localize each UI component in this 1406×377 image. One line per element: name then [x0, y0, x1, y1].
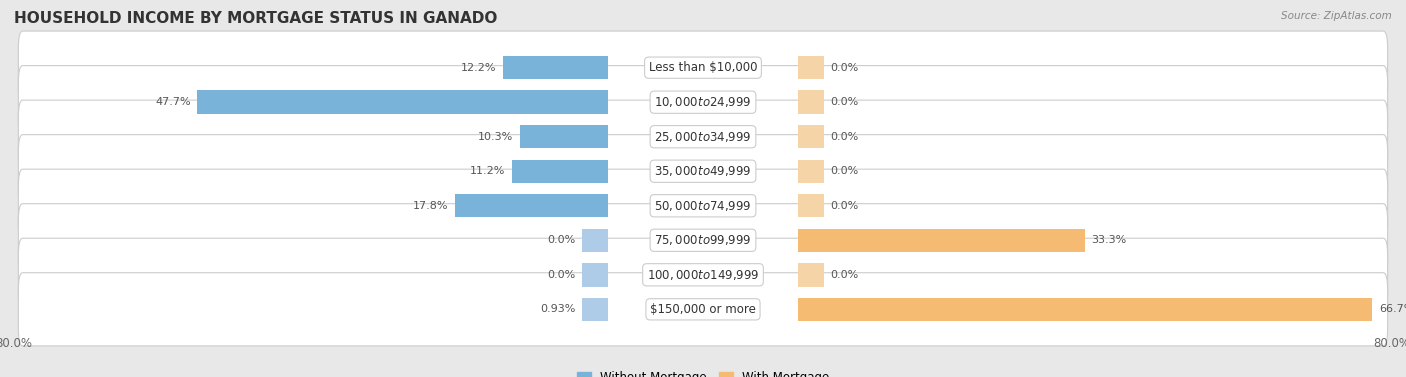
Text: HOUSEHOLD INCOME BY MORTGAGE STATUS IN GANADO: HOUSEHOLD INCOME BY MORTGAGE STATUS IN G…: [14, 11, 498, 26]
Bar: [797, 159, 824, 183]
Text: Source: ZipAtlas.com: Source: ZipAtlas.com: [1281, 11, 1392, 21]
Bar: [797, 228, 1084, 252]
Text: $35,000 to $49,999: $35,000 to $49,999: [654, 164, 752, 178]
Text: $50,000 to $74,999: $50,000 to $74,999: [654, 199, 752, 213]
Text: $10,000 to $24,999: $10,000 to $24,999: [654, 95, 752, 109]
Text: 0.0%: 0.0%: [547, 235, 575, 245]
Bar: [797, 263, 824, 287]
Text: $25,000 to $34,999: $25,000 to $34,999: [654, 130, 752, 144]
Text: 0.0%: 0.0%: [831, 97, 859, 107]
Bar: [520, 125, 609, 149]
FancyBboxPatch shape: [18, 238, 1388, 311]
Text: 66.7%: 66.7%: [1379, 304, 1406, 314]
Bar: [582, 297, 609, 321]
Text: 11.2%: 11.2%: [470, 166, 505, 176]
Bar: [582, 263, 609, 287]
Bar: [582, 228, 609, 252]
Text: 17.8%: 17.8%: [412, 201, 449, 211]
Text: $100,000 to $149,999: $100,000 to $149,999: [647, 268, 759, 282]
FancyBboxPatch shape: [18, 31, 1388, 104]
Bar: [797, 297, 1372, 321]
Text: 0.0%: 0.0%: [831, 63, 859, 73]
Bar: [797, 194, 824, 218]
Text: Less than $10,000: Less than $10,000: [648, 61, 758, 74]
Bar: [512, 159, 609, 183]
FancyBboxPatch shape: [18, 100, 1388, 173]
Text: 12.2%: 12.2%: [461, 63, 496, 73]
Text: 0.0%: 0.0%: [831, 132, 859, 142]
Text: 0.0%: 0.0%: [831, 166, 859, 176]
FancyBboxPatch shape: [18, 169, 1388, 242]
Text: 10.3%: 10.3%: [478, 132, 513, 142]
Text: $75,000 to $99,999: $75,000 to $99,999: [654, 233, 752, 247]
Bar: [797, 125, 824, 149]
FancyBboxPatch shape: [18, 204, 1388, 277]
Text: 47.7%: 47.7%: [155, 97, 191, 107]
Bar: [797, 90, 824, 114]
Text: 0.0%: 0.0%: [831, 270, 859, 280]
Legend: Without Mortgage, With Mortgage: Without Mortgage, With Mortgage: [572, 366, 834, 377]
Text: $150,000 or more: $150,000 or more: [650, 303, 756, 316]
Bar: [797, 56, 824, 80]
FancyBboxPatch shape: [18, 66, 1388, 139]
FancyBboxPatch shape: [18, 273, 1388, 346]
Text: 0.0%: 0.0%: [547, 270, 575, 280]
FancyBboxPatch shape: [18, 135, 1388, 208]
Bar: [197, 90, 609, 114]
Text: 0.93%: 0.93%: [540, 304, 575, 314]
Text: 33.3%: 33.3%: [1091, 235, 1126, 245]
Bar: [503, 56, 609, 80]
Text: 0.0%: 0.0%: [831, 201, 859, 211]
Bar: [456, 194, 609, 218]
